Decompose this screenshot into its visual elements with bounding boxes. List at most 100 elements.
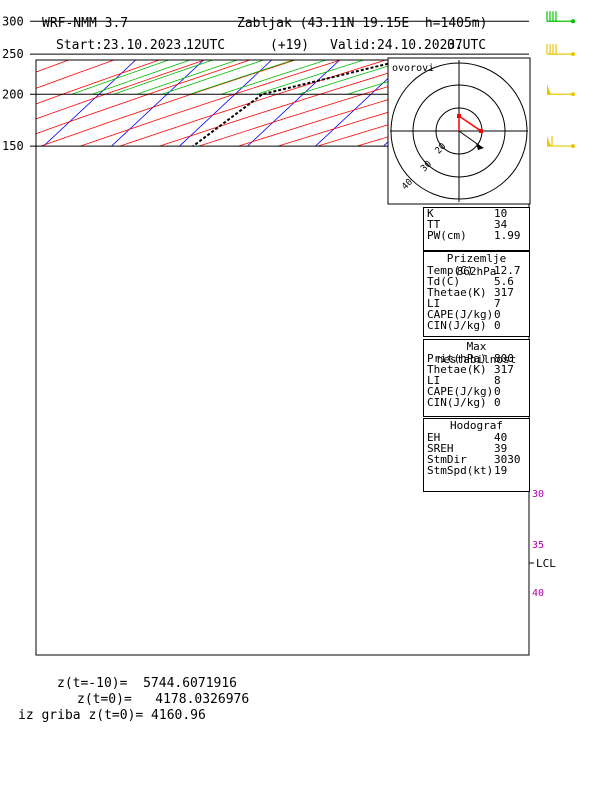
panel-row-value: 0 xyxy=(494,396,501,409)
panel-row: Td(C) 5.6 xyxy=(424,276,529,287)
moist-adiabat-line xyxy=(161,60,266,95)
max-instability-panel: Max nestabilnost Prit(hPa) 800 Thetae(K) 31… xyxy=(423,339,530,417)
pressure-axis-labels: 1502002503003504004505005506006507007508… xyxy=(2,0,24,153)
panel-row: Temp(C) 12.7 xyxy=(424,265,529,276)
panel-row-value: 7 xyxy=(494,297,501,310)
isotherm-line xyxy=(247,60,341,147)
hodograph-panel: Hodograf EH 40 SREH 39 StmDir 3030 StmSpd(kt) 1… xyxy=(423,418,530,492)
panel-row-key: K xyxy=(427,207,434,220)
isotherm-line xyxy=(315,60,409,147)
hodo-storm-arrow xyxy=(476,143,484,150)
hodo-point-2 xyxy=(479,129,483,133)
panel-row: TT 34 xyxy=(424,219,529,230)
isotherm-line xyxy=(111,60,205,147)
moist-adiabat-line xyxy=(136,60,239,95)
panel-row-value: 10 xyxy=(494,207,508,220)
panel-row-value: 1.99 xyxy=(494,229,521,242)
wind-barbs xyxy=(546,11,575,149)
run-start-time: 12UTC xyxy=(186,38,226,53)
panel-row-key: SREH xyxy=(427,442,454,455)
surface-title: Prizemlje 862hPa xyxy=(446,252,507,278)
panel-row-key: CIN(J/kg) xyxy=(427,319,487,332)
panel-row: SREH 39 xyxy=(424,443,529,454)
isotherm-line xyxy=(588,0,600,146)
wind-speed-label: 40 xyxy=(532,588,544,599)
hodograph-label: ovorovi xyxy=(392,63,434,74)
lcl-label: LCL xyxy=(536,557,556,570)
panel-row: StmSpd(kt) 19 xyxy=(424,465,529,476)
panel-row-value: 39 xyxy=(494,442,508,455)
station-location: Zabljak (43.11N 19.15E h=1405m) xyxy=(237,16,488,31)
unstable-title: Max nestabilnost xyxy=(436,340,517,366)
surface-panel: Prizemlje 862hPa Temp(C) 12.7 Td(C) 5.6 Thet… xyxy=(423,251,530,337)
panel-row-value: 12.7 xyxy=(494,264,521,277)
valid-time: 07UTC xyxy=(447,38,487,53)
wind-speed-labels: 30 35 40 xyxy=(532,489,544,599)
panel-row-value: 317 xyxy=(494,286,514,299)
dry-adiabat-line xyxy=(555,0,600,146)
isotherm-line xyxy=(519,136,529,147)
panel-row-value: 34 xyxy=(494,218,508,231)
panel-row-value: 8 xyxy=(494,374,501,387)
wind-speed-label: 35 xyxy=(532,540,544,551)
hodograph-title: Hodograf xyxy=(450,419,503,432)
panel-row-key: StmDir xyxy=(427,453,467,466)
barb-pennant xyxy=(547,136,551,147)
dry-adiabat-line xyxy=(594,0,600,146)
panel-row-value: 317 xyxy=(494,363,514,376)
panel-row-value: 5.6 xyxy=(494,275,514,288)
pressure-label: 200 xyxy=(2,87,24,101)
skew-t-diagram: 0.5123468 150200250300350400450500550600… xyxy=(2,0,600,656)
panel-row: Thetae(K) 317 xyxy=(424,364,529,375)
barb-station xyxy=(571,19,575,24)
model-name: WRF-NMM 3.7 xyxy=(42,16,129,31)
height-zero: z(t=0)= 4178.0326976 xyxy=(77,692,250,707)
panel-row: EH 40 xyxy=(424,432,529,443)
panel-row-value: 0 xyxy=(494,308,501,321)
panel-row-key: LI xyxy=(427,374,441,387)
panel-row-key: CAPE(J/kg) xyxy=(427,385,494,398)
panel-row-key: Thetae(K) xyxy=(427,286,487,299)
panel-row-value: 0 xyxy=(494,385,501,398)
barb-station xyxy=(571,52,575,57)
barb-pennant xyxy=(547,84,551,95)
panel-row: LI 8 xyxy=(424,375,529,386)
panel-row-key: CIN(J/kg) xyxy=(427,396,487,409)
wind-barb xyxy=(547,84,575,97)
hodograph-inset: ovorovi 20 30 40 xyxy=(387,57,531,205)
wind-barb xyxy=(546,11,575,24)
hodo-point-1 xyxy=(457,114,461,118)
panel-row: PW(cm) 1.99 xyxy=(424,230,529,241)
panel-row-key: TT xyxy=(427,218,441,231)
valid-date: Valid:24.10.2023. xyxy=(330,38,464,53)
isotherm-line xyxy=(43,60,137,147)
wind-barb xyxy=(546,44,575,57)
panel-row: Prit(hPa) 800 xyxy=(424,353,529,364)
pressure-label: 300 xyxy=(2,14,24,28)
panel-row-key: Thetae(K) xyxy=(427,363,487,376)
pressure-label: 150 xyxy=(2,139,24,153)
panel-row-value: 0 xyxy=(494,319,501,332)
panel-row: CIN(J/kg) 0 xyxy=(424,397,529,408)
pressure-label: 250 xyxy=(2,47,24,61)
height-zero-grib: iz griba z(t=0)= 4160.96 xyxy=(18,708,206,723)
panel-row-key: LI xyxy=(427,297,441,310)
panel-row: CAPE(J/kg) 0 xyxy=(424,386,529,397)
panel-row-value: 3030 xyxy=(494,453,521,466)
barb-station xyxy=(571,144,575,149)
panel-row-value: 40 xyxy=(494,431,508,444)
panel-row-key: StmSpd(kt) xyxy=(427,464,494,477)
panel-row: CIN(J/kg) 0 xyxy=(424,320,529,331)
panel-row-key: CAPE(J/kg) xyxy=(427,308,494,321)
panel-row-key: Td(C) xyxy=(427,275,461,288)
panel-row-key: EH xyxy=(427,431,441,444)
height-minus10: z(t=-10)= 5744.6071916 xyxy=(57,676,238,691)
panel-row: LI 7 xyxy=(424,298,529,309)
panel-row: Thetae(K) 317 xyxy=(424,287,529,298)
panel-row-key: Prit(hPa) xyxy=(427,352,487,365)
wind-speed-label: 30 xyxy=(532,489,544,500)
run-start: Start:23.10.2023. xyxy=(56,38,190,53)
panel-row: StmDir 3030 xyxy=(424,454,529,465)
panel-row: K 10 xyxy=(424,208,529,219)
forecast-lead: (+19) xyxy=(270,38,310,53)
